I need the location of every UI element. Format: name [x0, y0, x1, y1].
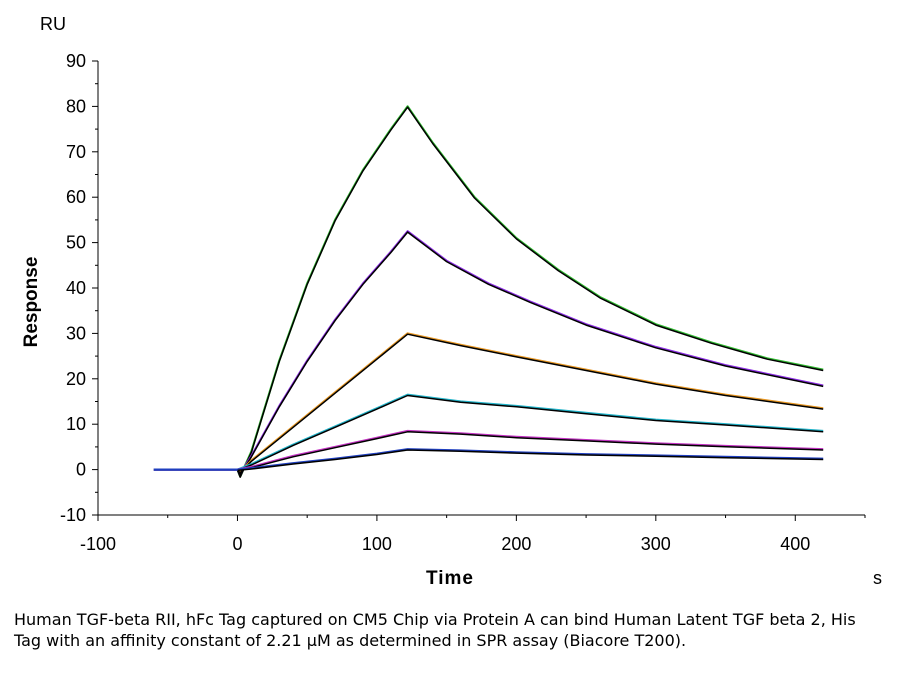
- tick-marks: [92, 60, 866, 521]
- fit-curve-4: [237, 394, 824, 472]
- x-unit-label: s: [873, 568, 882, 588]
- x-tick-label: 300: [641, 534, 671, 554]
- y-tick-label: 90: [66, 51, 86, 71]
- y-tick-label: 60: [66, 187, 86, 207]
- series-layer: [153, 105, 824, 478]
- y-tick-label: 20: [66, 369, 86, 389]
- x-tick-label: 400: [780, 534, 810, 554]
- x-axis-title: Time: [426, 568, 474, 589]
- sensorgram-series-1: [153, 105, 824, 478]
- y-axis-title: Response: [21, 257, 42, 348]
- fit-curve-2: [236, 231, 824, 476]
- y-tick-label: 30: [66, 323, 86, 343]
- y-tick-label: 70: [66, 142, 86, 162]
- figure-caption: Human TGF-beta RII, hFc Tag captured on …: [14, 610, 856, 650]
- x-tick-label: 0: [232, 534, 242, 554]
- fit-curve-1: [236, 106, 824, 478]
- x-tick-label: 100: [362, 534, 392, 554]
- y-tick-label: -10: [60, 505, 86, 525]
- fit-curve-6: [237, 449, 824, 472]
- y-tick-label: 0: [76, 460, 86, 480]
- x-tick-label: -100: [80, 534, 116, 554]
- fit-curve-5: [237, 431, 824, 472]
- y-unit-label: RU: [40, 14, 66, 34]
- y-tick-label: 10: [66, 414, 86, 434]
- sensorgram-series-2: [153, 230, 824, 476]
- y-tick-label: 80: [66, 96, 86, 116]
- x-tick-label: 200: [501, 534, 531, 554]
- fit-curve-3: [237, 333, 824, 474]
- sensorgram-series-6: [153, 448, 824, 471]
- y-tick-label: 40: [66, 278, 86, 298]
- y-tick-label: 50: [66, 233, 86, 253]
